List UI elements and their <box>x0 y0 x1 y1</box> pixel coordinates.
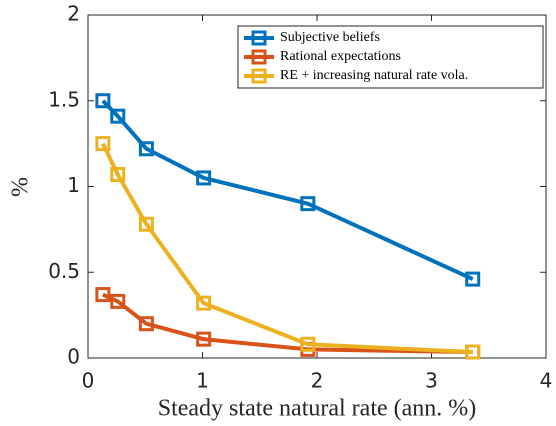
marker <box>110 108 126 124</box>
marker <box>465 344 481 360</box>
x-tick-label: 0 <box>82 369 95 393</box>
legend-box <box>237 25 544 89</box>
y-tick-label: 1 <box>67 173 80 197</box>
legend-marker <box>251 49 267 65</box>
marker <box>465 271 481 287</box>
legend-label: Subjective beliefs <box>280 30 380 45</box>
marker <box>95 93 111 109</box>
legend-label: RE + increasing natural rate vola. <box>280 68 468 83</box>
marker <box>138 141 154 157</box>
x-tick-label: 2 <box>311 369 324 393</box>
series-line <box>102 292 473 354</box>
marker <box>110 293 126 309</box>
marker <box>196 170 212 186</box>
x-axis-label: Steady state natural rate (ann. %) <box>158 396 477 422</box>
marker <box>196 295 212 311</box>
series-line <box>101 99 474 281</box>
y-tick-label: 0.5 <box>48 259 80 283</box>
y-tick-label: 1.5 <box>48 87 80 111</box>
y-tick-label: 2 <box>67 2 80 26</box>
y-axis-label: % <box>8 177 34 197</box>
marker <box>95 287 111 303</box>
x-tick-label: 3 <box>425 369 438 393</box>
marker <box>196 331 212 347</box>
x-tick-label: 4 <box>540 369 553 393</box>
marker <box>138 216 154 232</box>
legend-marker <box>251 30 267 46</box>
x-tick-label: 1 <box>196 369 209 393</box>
marker <box>95 136 111 152</box>
y-tick-label: 0 <box>67 345 80 369</box>
legend-marker <box>251 68 267 84</box>
marker <box>138 316 154 332</box>
marker <box>300 196 316 212</box>
legend-label: Rational expectations <box>280 49 401 64</box>
marker <box>110 166 126 182</box>
marker <box>300 336 316 352</box>
